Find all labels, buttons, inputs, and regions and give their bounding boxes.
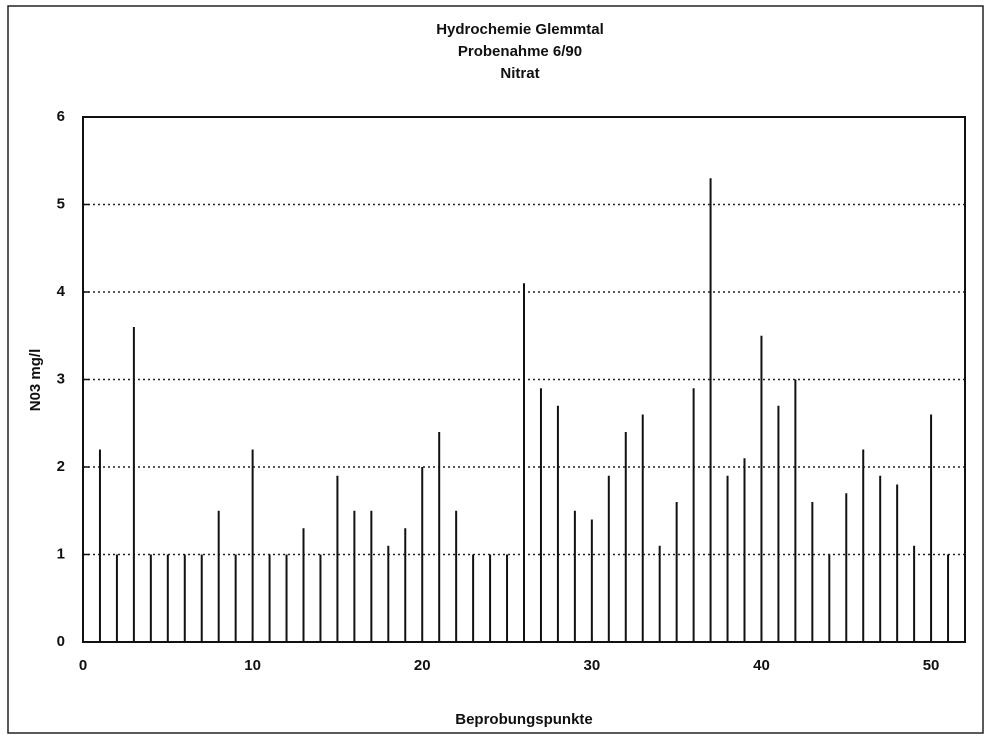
x-tick-label: 20: [414, 657, 431, 674]
chart-title: Nitrat: [500, 65, 539, 82]
x-tick-label: 30: [584, 657, 601, 674]
frame: [7, 5, 984, 734]
y-tick-label: 4: [57, 283, 66, 300]
y-tick-label: 6: [57, 108, 65, 125]
x-tick-label: 0: [79, 657, 87, 674]
y-tick-label: 3: [57, 370, 65, 387]
x-tick-label: 10: [244, 657, 261, 674]
chart-title: Hydrochemie Glemmtal: [436, 21, 604, 38]
chart-title: Probenahme 6/90: [458, 43, 582, 60]
x-axis-label: Beprobungspunkte: [455, 711, 593, 728]
x-tick-label: 50: [923, 657, 940, 674]
y-axis-label: N03 mg/l: [27, 349, 44, 412]
y-tick-label: 5: [57, 195, 65, 212]
x-tick-label: 40: [753, 657, 770, 674]
y-tick-label: 1: [57, 545, 65, 562]
y-tick-label: 2: [57, 458, 65, 475]
y-tick-label: 0: [57, 633, 65, 650]
